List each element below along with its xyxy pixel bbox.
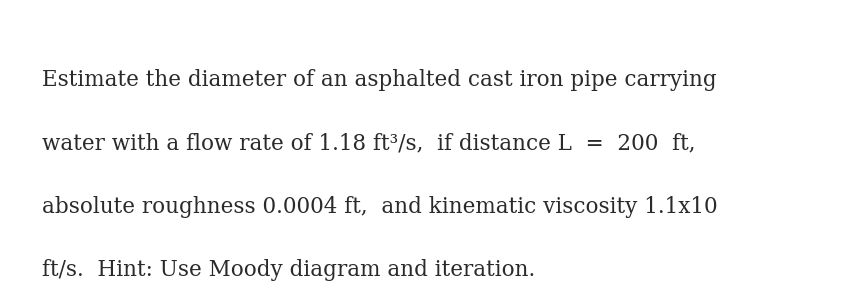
Text: ft/s.  Hint: Use Moody diagram and iteration.: ft/s. Hint: Use Moody diagram and iterat… — [42, 259, 535, 281]
Text: absolute roughness 0.0004 ft,  and kinematic viscosity 1.1x10: absolute roughness 0.0004 ft, and kinema… — [42, 196, 717, 218]
Text: water with a flow rate of 1.18 ft³/s,  if distance L  =  200  ft,: water with a flow rate of 1.18 ft³/s, if… — [42, 133, 695, 154]
Text: Estimate the diameter of an asphalted cast iron pipe carrying: Estimate the diameter of an asphalted ca… — [42, 69, 716, 91]
